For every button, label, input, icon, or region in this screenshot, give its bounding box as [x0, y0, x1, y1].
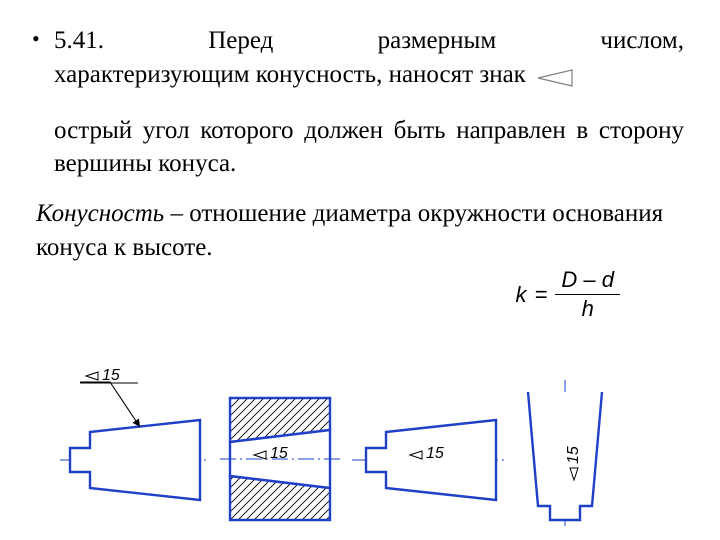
- conicity-triangle-icon: [536, 64, 576, 98]
- diagram-2: 15: [220, 398, 342, 520]
- dim-text-1: 15: [102, 367, 120, 384]
- formula-numerator: D – d: [555, 268, 620, 294]
- conicity-diagrams: 15 15: [60, 320, 640, 530]
- paragraph-2: острый угол которого должен быть направл…: [36, 114, 684, 182]
- paragraph-1-line1: 5.41. Перед размерным числом,: [54, 24, 684, 58]
- paragraph-1-rest: характеризующим конусность, наносят знак: [54, 61, 526, 88]
- term-conicity: Конусность: [36, 200, 164, 227]
- diagram-1: 15: [60, 367, 208, 500]
- formula-k: k: [516, 282, 527, 308]
- dim-text-3: 15: [426, 445, 444, 462]
- section-number: 5.41.: [54, 24, 104, 58]
- formula-equals: =: [535, 282, 548, 308]
- diagram-4: 15: [528, 380, 602, 530]
- diagram-3: 15: [352, 420, 506, 500]
- slide: 5.41. Перед размерным числом, характериз…: [0, 0, 720, 540]
- formula-fraction: D – d h: [555, 268, 620, 321]
- dim-text-4: 15: [565, 446, 582, 464]
- paragraph-3: Конусность – отношение диаметра окружнос…: [36, 197, 684, 265]
- p1-word: размерным: [378, 24, 497, 58]
- p1-word: числом,: [600, 24, 684, 58]
- p1-word: Перед: [208, 24, 273, 58]
- formula: k = D – d h: [516, 268, 620, 321]
- dim-text-2: 15: [270, 445, 288, 462]
- formula-denominator: h: [555, 294, 620, 321]
- paragraph-1: 5.41. Перед размерным числом, характериз…: [36, 24, 684, 98]
